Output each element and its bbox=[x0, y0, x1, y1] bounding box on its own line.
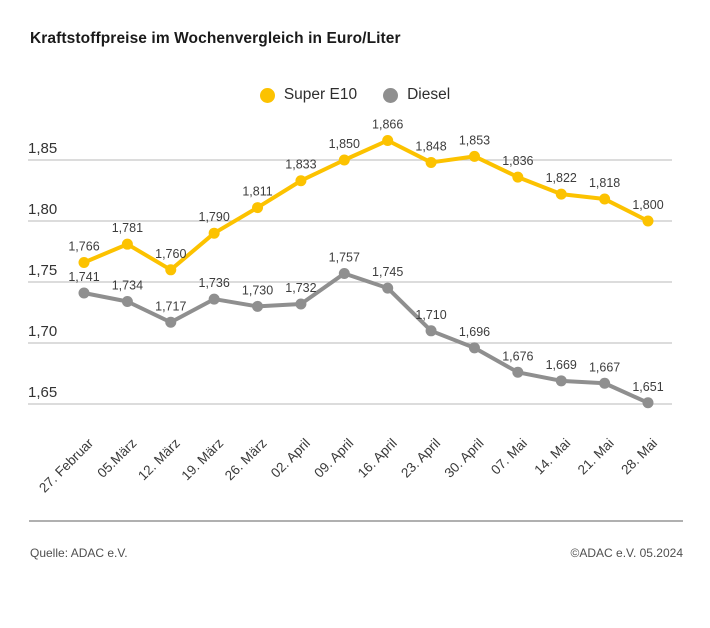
series-diesel-point bbox=[425, 325, 437, 337]
series-super-e10-point bbox=[468, 150, 480, 162]
legend-label-super-e10: Super E10 bbox=[283, 86, 358, 103]
y-axis-tick-label: 1,85 bbox=[28, 140, 57, 157]
x-axis-tick-label: 21. Mai bbox=[575, 436, 617, 478]
series-diesel-point bbox=[121, 296, 133, 308]
legend-item-super-e10: Super E10 bbox=[259, 86, 358, 104]
series-super-e10-value-label: 1,760 bbox=[155, 247, 186, 261]
chart-title: Kraftstoffpreise im Wochenvergleich in E… bbox=[30, 30, 401, 47]
series-diesel-value-label: 1,676 bbox=[502, 349, 533, 363]
footer-copyright: ©ADAC e.V. 05.2024 bbox=[570, 546, 683, 560]
series-diesel-value-label: 1,732 bbox=[285, 281, 316, 295]
series-super-e10-point bbox=[208, 227, 220, 239]
series-diesel-point bbox=[468, 342, 480, 354]
series-diesel-point bbox=[165, 316, 177, 328]
series-diesel-value-label: 1,696 bbox=[459, 325, 490, 339]
series-diesel-point bbox=[555, 375, 567, 387]
x-axis-tick-label: 30. April bbox=[441, 436, 486, 481]
series-diesel-point bbox=[78, 287, 90, 299]
x-axis-tick-label: 16. April bbox=[355, 436, 400, 481]
x-axis-tick-label: 02. April bbox=[268, 436, 313, 481]
series-super-e10-point bbox=[338, 154, 350, 166]
series-diesel-point bbox=[295, 298, 307, 310]
x-axis-tick-label: 26. März bbox=[222, 435, 270, 483]
series-super-e10-value-label: 1,800 bbox=[632, 198, 663, 212]
series-diesel-point bbox=[599, 377, 611, 389]
series-super-e10-value-label: 1,853 bbox=[459, 133, 490, 147]
series-diesel-value-label: 1,734 bbox=[112, 279, 143, 293]
y-axis-tick-label: 1,65 bbox=[28, 384, 57, 401]
x-axis-tick-label: 14. Mai bbox=[531, 436, 573, 478]
y-axis-tick-label: 1,70 bbox=[28, 323, 57, 340]
series-diesel-value-label: 1,717 bbox=[155, 299, 186, 313]
series-super-e10-point bbox=[512, 171, 524, 183]
diesel-dot-icon bbox=[383, 87, 399, 103]
series-diesel-value-label: 1,710 bbox=[415, 308, 446, 322]
series-diesel-value-label: 1,667 bbox=[589, 360, 620, 374]
series-super-e10-point bbox=[599, 193, 611, 205]
series-super-e10-point bbox=[642, 215, 654, 227]
x-axis-tick-label: 05.März bbox=[94, 435, 139, 480]
chart-legend: Super E10 Diesel bbox=[0, 86, 710, 104]
x-axis-tick-label: 19. März bbox=[179, 435, 227, 483]
series-super-e10-point bbox=[165, 264, 177, 276]
series-diesel-point bbox=[642, 397, 654, 409]
x-axis-tick-label: 07. Mai bbox=[488, 436, 530, 478]
legend-item-diesel: Diesel bbox=[383, 86, 450, 104]
series-diesel-value-label: 1,741 bbox=[68, 270, 99, 284]
series-diesel-value-label: 1,745 bbox=[372, 265, 403, 279]
series-super-e10-value-label: 1,866 bbox=[372, 117, 403, 131]
x-axis-tick-label: 27. Februar bbox=[36, 435, 96, 495]
series-diesel-value-label: 1,757 bbox=[329, 250, 360, 264]
x-axis-tick-label: 12. März bbox=[135, 435, 183, 483]
y-axis-tick-label: 1,80 bbox=[28, 201, 57, 218]
series-diesel-value-label: 1,730 bbox=[242, 283, 273, 297]
series-super-e10-point bbox=[78, 256, 90, 268]
series-super-e10-point bbox=[382, 134, 394, 146]
x-axis-tick-label: 23. April bbox=[398, 436, 443, 481]
series-super-e10-value-label: 1,790 bbox=[199, 210, 230, 224]
series-super-e10-value-label: 1,781 bbox=[112, 221, 143, 235]
series-diesel-point bbox=[338, 267, 350, 279]
series-super-e10-line bbox=[83, 138, 649, 272]
series-super-e10-point bbox=[425, 156, 437, 168]
super-e10-dot-icon bbox=[259, 87, 275, 103]
series-diesel-value-label: 1,651 bbox=[632, 380, 663, 394]
series-super-e10-value-label: 1,833 bbox=[285, 158, 316, 172]
series-diesel-point bbox=[512, 366, 524, 378]
series-super-e10-point bbox=[252, 202, 264, 214]
series-super-e10-value-label: 1,766 bbox=[68, 239, 99, 253]
x-axis-tick-label: 28. Mai bbox=[618, 436, 660, 478]
series-diesel-line bbox=[83, 271, 649, 405]
series-diesel-value-label: 1,669 bbox=[546, 358, 577, 372]
series-diesel-point bbox=[208, 293, 220, 305]
series-super-e10-point bbox=[121, 238, 133, 250]
series-diesel-point bbox=[382, 282, 394, 294]
footer-divider bbox=[29, 520, 683, 522]
legend-label-diesel: Diesel bbox=[407, 86, 451, 103]
series-super-e10-value-label: 1,836 bbox=[502, 154, 533, 168]
series-super-e10-value-label: 1,818 bbox=[589, 176, 620, 190]
series-diesel-value-label: 1,736 bbox=[199, 276, 230, 290]
series-diesel-point bbox=[252, 300, 264, 312]
series-super-e10-value-label: 1,811 bbox=[242, 185, 272, 199]
series-super-e10-value-label: 1,848 bbox=[415, 139, 446, 153]
series-super-e10-value-label: 1,850 bbox=[329, 137, 360, 151]
series-super-e10-point bbox=[295, 175, 307, 187]
footer-source: Quelle: ADAC e.V. bbox=[30, 546, 128, 560]
y-axis-tick-label: 1,75 bbox=[28, 262, 57, 279]
series-super-e10-value-label: 1,822 bbox=[546, 171, 577, 185]
x-axis-tick-label: 09. April bbox=[311, 436, 356, 481]
series-super-e10-point bbox=[555, 188, 567, 200]
